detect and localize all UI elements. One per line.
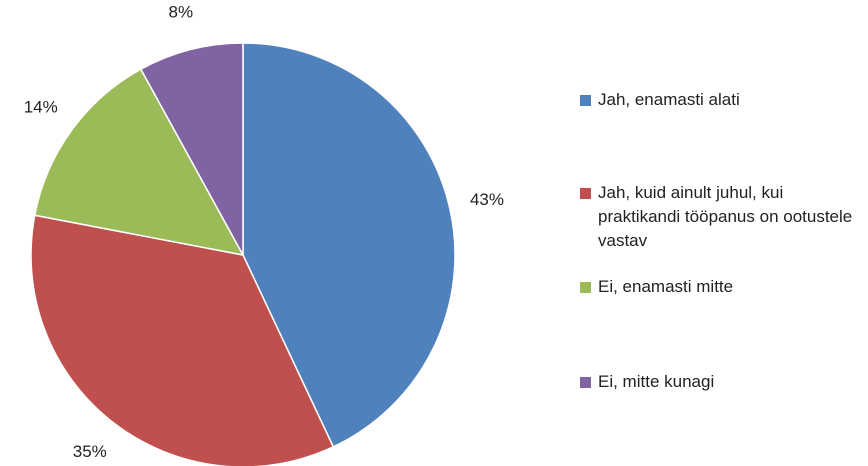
data-label: 14% — [24, 98, 58, 117]
legend-swatch — [580, 377, 591, 388]
legend-swatch — [580, 282, 591, 293]
legend-swatch — [580, 95, 591, 106]
legend-item: Ei, enamasti mitte — [580, 275, 860, 299]
legend-swatch — [580, 188, 591, 199]
pie-slice — [30, 214, 335, 466]
legend-label: Jah, enamasti alati — [598, 90, 740, 109]
legend-label: Jah, kuid ainult juhul, kui praktikandi … — [598, 183, 853, 250]
legend-label: Ei, enamasti mitte — [598, 277, 734, 296]
pie-slice — [33, 68, 245, 257]
legend-item: Jah, enamasti alati — [580, 88, 860, 112]
pie-slice — [139, 42, 244, 256]
data-label: 43% — [470, 190, 504, 209]
legend-item: Jah, kuid ainult juhul, kui praktikandi … — [580, 181, 860, 253]
pie-slice — [242, 42, 456, 448]
data-label: 35% — [73, 442, 107, 461]
data-label: 8% — [169, 2, 194, 21]
legend-item: Ei, mitte kunagi — [580, 370, 860, 394]
legend-label: Ei, mitte kunagi — [598, 372, 715, 391]
